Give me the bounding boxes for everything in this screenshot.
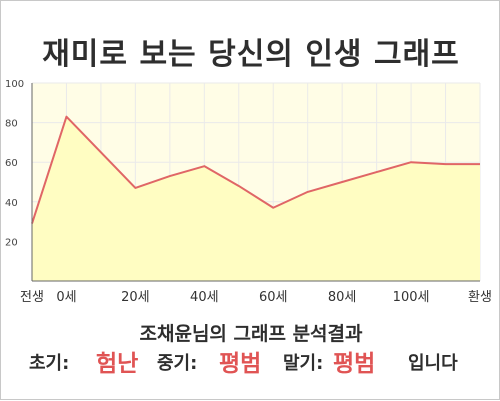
y-tick-label: 60 [5,158,18,169]
x-tick-label: 20세 [121,290,150,305]
y-tick-label: 20 [5,237,18,248]
mid-value: 평범 [219,351,262,377]
x-tick-label: 40세 [190,290,219,305]
x-tick-label: 0세 [56,290,76,305]
x-tick-label: 60세 [259,290,288,305]
y-tick-label: 80 [5,119,18,130]
y-tick-label: 100 [5,79,24,90]
area-fill [32,116,480,281]
result-summary: 초기: 험난 중기: 평범 말기: 평범 입니다 [1,347,500,381]
early-value: 험난 [96,351,139,377]
ending-text: 입니다 [408,353,458,374]
x-tick-label: 100세 [393,290,430,305]
x-tick-label: 전생 [20,290,44,305]
chart-title: 재미로 보는 당신의 인생 그래프 [42,37,460,72]
x-tick-label: 80세 [328,290,357,305]
y-tick-label: 40 [5,198,18,209]
mid-label: 중기: [157,353,198,374]
result-heading: 조채윤님의 그래프 분석결과 [139,323,363,345]
late-label: 말기: [283,353,324,374]
late-value: 평범 [333,351,376,377]
series-line [31,115,480,224]
x-tick-label: 환생 [468,290,492,305]
early-label: 초기: [29,353,70,374]
